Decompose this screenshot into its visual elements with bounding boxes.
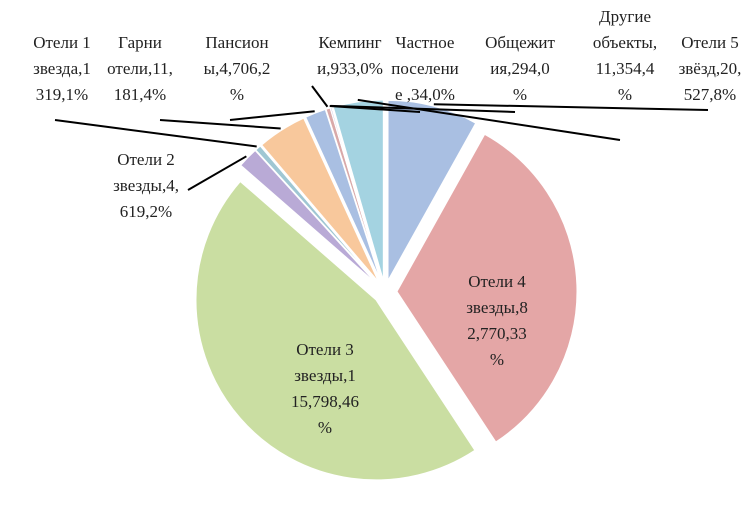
label-line: звёзд,20, <box>679 59 742 78</box>
data-label: Общежит ия,294,0% <box>485 33 555 104</box>
data-label: Другие объекты, 11,354,4% <box>593 7 657 104</box>
leader-lines <box>54 85 709 191</box>
data-label: Отели 3 звезды,1 15,798,46% <box>291 340 359 437</box>
label-line: Отели 2 <box>117 150 175 169</box>
label-line: % <box>513 85 527 104</box>
label-line: и,933,0% <box>317 59 383 78</box>
pie-slice <box>240 149 377 284</box>
data-label: Кемпинг и,933,0% <box>317 33 383 78</box>
leader-line <box>54 119 257 148</box>
label-line: % <box>318 418 332 437</box>
data-label: Частное поселени е ,34,0% <box>391 33 459 104</box>
label-line: поселени <box>391 59 459 78</box>
label-line: Частное <box>396 33 455 52</box>
leader-line <box>311 85 329 108</box>
label-line: Другие <box>599 7 651 26</box>
data-label: Отели 4 звезды,8 2,770,33% <box>466 272 528 369</box>
leader-line <box>187 155 247 191</box>
label-line: 319,1% <box>36 85 88 104</box>
label-line: звезда,1 <box>33 59 91 78</box>
label-line: ы,4,706,2 <box>204 59 271 78</box>
pie-slice <box>305 108 382 282</box>
pie-slice <box>396 133 578 443</box>
label-line: Гарни <box>118 33 162 52</box>
data-label: Гарни отели,11, 181,4% <box>107 33 173 104</box>
label-line: Общежит <box>485 33 555 52</box>
label-line: Отели 1 <box>33 33 91 52</box>
label-line: звезды,1 <box>294 366 356 385</box>
label-line: Отели 4 <box>468 272 526 291</box>
label-line: Отели 3 <box>296 340 354 359</box>
pie-slice <box>195 180 476 481</box>
label-line: е ,34,0% <box>395 85 455 104</box>
label-line: 11,354,4 <box>596 59 655 78</box>
leader-line <box>433 103 709 111</box>
data-label: Отели 5 звёзд,20, 527,8% <box>679 33 742 104</box>
pie-slice <box>387 99 477 283</box>
label-line: 15,798,46 <box>291 392 359 411</box>
leader-line <box>357 98 621 141</box>
label-line: Кемпинг <box>318 33 381 52</box>
label-line: звезды,8 <box>466 298 528 317</box>
leader-line <box>159 119 281 130</box>
leader-line <box>229 110 315 121</box>
label-line: 181,4% <box>114 85 166 104</box>
label-line: 527,8% <box>684 85 736 104</box>
pie-slice <box>329 106 383 281</box>
pie-slice <box>261 117 380 283</box>
label-line: % <box>230 85 244 104</box>
label-line: % <box>618 85 632 104</box>
label-line: ия,294,0 <box>490 59 549 78</box>
label-line: Отели 5 <box>681 33 739 52</box>
label-line: отели,11, <box>107 59 173 78</box>
label-line: 2,770,33 <box>467 324 527 343</box>
data-label: Отели 2 звезды,4, 619,2% <box>113 150 179 221</box>
pie-slice <box>255 145 378 284</box>
label-line: % <box>490 350 504 369</box>
data-label: Отели 1 звезда,1 319,1% <box>33 33 91 104</box>
label-line: Пансион <box>205 33 268 52</box>
label-line: звезды,4, <box>113 176 179 195</box>
data-label: Пансион ы,4,706,2% <box>204 33 271 104</box>
label-line: объекты, <box>593 33 657 52</box>
label-line: 619,2% <box>120 202 172 221</box>
